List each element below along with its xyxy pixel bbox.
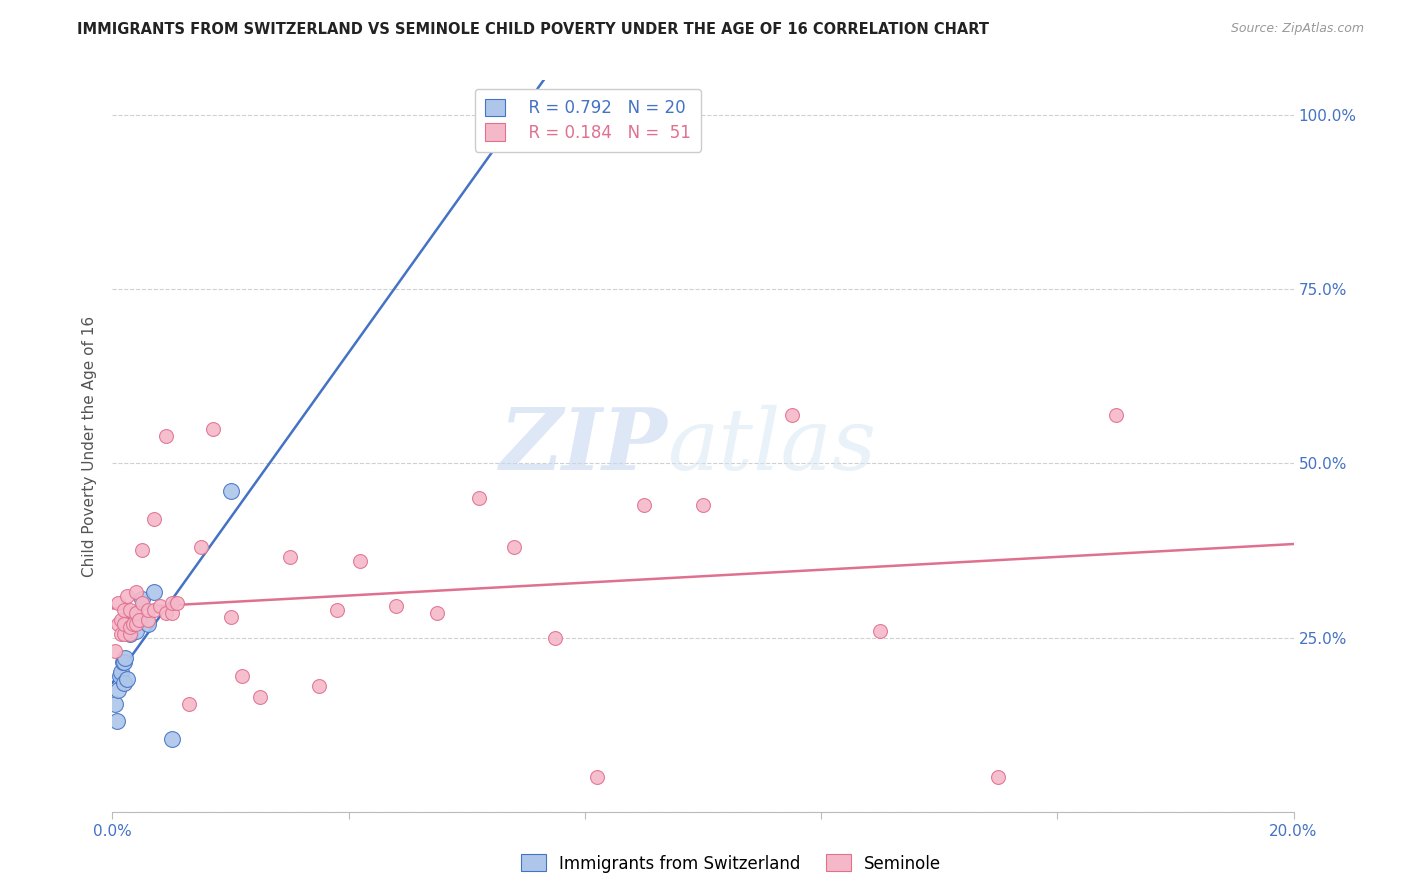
Point [503,540,526,554]
Point [142,585,165,599]
Point [131,596,153,610]
Point [107,682,129,697]
Point [142,512,165,526]
Text: IMMIGRANTS FROM SWITZERLAND VS SEMINOLE CHILD POVERTY UNDER THE AGE OF 16 CORREL: IMMIGRANTS FROM SWITZERLAND VS SEMINOLE … [77,22,990,37]
Point [1105,408,1128,422]
Legend: Immigrants from Switzerland, Seminole: Immigrants from Switzerland, Seminole [515,847,948,880]
Point [131,543,153,558]
Point [219,609,242,624]
Point [166,596,188,610]
Point [179,697,201,711]
Point [114,651,136,665]
Point [160,606,183,620]
Y-axis label: Child Poverty Under the Age of 16: Child Poverty Under the Age of 16 [82,316,97,576]
Point [136,603,159,617]
Point [120,620,142,634]
Point [349,554,371,568]
Point [142,603,165,617]
Point [112,655,135,669]
Point [117,673,138,687]
Point [201,421,224,435]
Point [136,613,159,627]
Point [780,408,803,422]
Point [149,599,172,614]
Point [122,616,145,631]
Point [112,655,135,669]
Point [120,603,142,617]
Point [120,627,142,641]
Point [125,609,148,624]
Point [112,616,135,631]
Text: ZIP: ZIP [499,404,668,488]
Point [128,613,150,627]
Point [190,540,212,554]
Point [160,731,183,746]
Point [136,616,159,631]
Point [110,627,132,641]
Point [308,679,330,693]
Point [107,616,129,631]
Point [155,606,177,620]
Point [112,676,135,690]
Text: atlas: atlas [668,405,877,487]
Point [633,498,655,512]
Point [278,550,301,565]
Point [987,770,1010,784]
Point [231,669,253,683]
Point [385,599,408,614]
Point [117,589,138,603]
Point [467,491,489,506]
Point [108,669,131,683]
Point [544,631,567,645]
Point [125,616,148,631]
Point [585,770,607,784]
Point [426,606,449,620]
Point [120,627,142,641]
Point [125,606,148,620]
Point [110,613,132,627]
Point [110,665,132,680]
Point [131,592,153,607]
Legend:   R = 0.792   N = 20,   R = 0.184   N =  51: R = 0.792 N = 20, R = 0.184 N = 51 [475,88,702,152]
Point [105,714,128,728]
Point [869,624,891,638]
Point [112,603,135,617]
Point [125,585,148,599]
Point [112,627,135,641]
Point [326,603,349,617]
Point [104,697,127,711]
Point [692,498,714,512]
Point [122,616,145,631]
Point [120,620,142,634]
Point [125,624,148,638]
Point [160,596,183,610]
Point [249,690,271,704]
Text: Source: ZipAtlas.com: Source: ZipAtlas.com [1230,22,1364,36]
Point [155,428,177,442]
Point [107,596,129,610]
Point [219,484,242,499]
Point [104,644,127,658]
